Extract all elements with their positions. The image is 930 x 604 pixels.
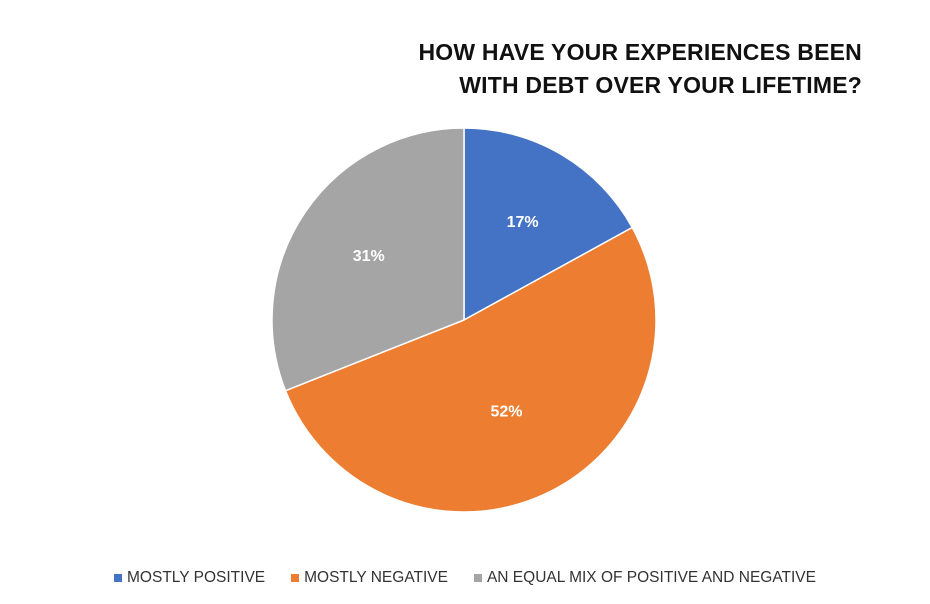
data-label: 31% xyxy=(353,248,385,265)
chart-title-line: WITH DEBT OVER YOUR LIFETIME? xyxy=(459,72,862,98)
chart-title: HOW HAVE YOUR EXPERIENCES BEEN WITH DEBT… xyxy=(418,36,862,102)
data-label: 17% xyxy=(507,214,539,231)
data-label: 52% xyxy=(490,403,522,420)
pie-slice-mostly-negative xyxy=(284,226,657,513)
legend-label: AN EQUAL MIX OF POSITIVE AND NEGATIVE xyxy=(486,569,816,586)
legend-swatch xyxy=(291,574,300,582)
legend-label: MOSTLY NEGATIVE xyxy=(304,569,448,586)
legend-item-mostly-negative: MOSTLY NEGATIVE xyxy=(291,569,448,587)
legend-item-equal-mix: AN EQUAL MIX OF POSITIVE AND NEGATIVE xyxy=(473,569,816,587)
legend: MOSTLY POSITIVE MOSTLY NEGATIVE AN EQUAL… xyxy=(0,569,930,587)
chart-title-line: HOW HAVE YOUR EXPERIENCES BEEN xyxy=(418,39,862,65)
legend-item-mostly-positive: MOSTLY POSITIVE xyxy=(114,569,265,587)
legend-label: MOSTLY POSITIVE xyxy=(127,569,266,586)
legend-swatch xyxy=(114,574,123,582)
legend-swatch xyxy=(473,574,482,582)
pie-slice-an-equal-mix-of-positive-and-negative xyxy=(271,127,465,392)
pie-slice-mostly-positive xyxy=(463,127,634,322)
